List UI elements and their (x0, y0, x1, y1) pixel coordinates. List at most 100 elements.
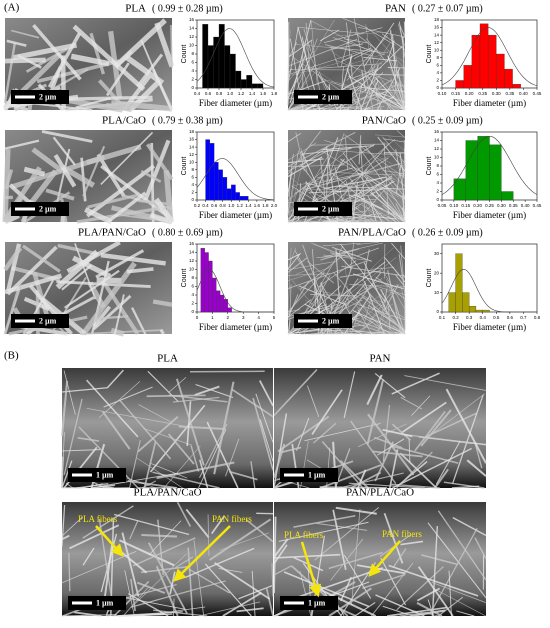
fiber (150, 462, 188, 479)
fiber (400, 396, 423, 410)
fiber (338, 472, 404, 489)
histogram-bar (251, 83, 258, 89)
fiber (288, 284, 292, 335)
fiber (120, 550, 148, 574)
fiber (287, 156, 323, 178)
fiber (352, 310, 406, 335)
fiber (186, 401, 192, 447)
fiber (310, 330, 333, 335)
fiber (299, 250, 349, 290)
fiber (305, 22, 311, 73)
scale-bar-label: 1 µm (308, 598, 326, 607)
fiber (308, 63, 382, 70)
fiber (367, 413, 415, 476)
x-tick-label: 0.2 (452, 315, 459, 320)
x-tick-label: 3 (242, 315, 245, 320)
fiber (207, 514, 210, 557)
fiber (140, 169, 162, 183)
fiber (351, 509, 361, 605)
x-tick-label: 0.6 (507, 315, 514, 320)
fiber (123, 597, 186, 610)
fiber (310, 328, 339, 335)
histogram-bar (222, 177, 228, 201)
y-axis-label: Count (426, 45, 433, 64)
x-axis-label: Fiber diameter (µm) (453, 98, 526, 108)
y-axis-label: Count (181, 157, 188, 176)
fiber (369, 191, 406, 223)
y-tick-label: 14 (434, 138, 440, 143)
fiber (6, 39, 27, 47)
fiber (445, 388, 487, 464)
fit-curve (196, 158, 275, 201)
fiber (287, 106, 360, 111)
fiber (339, 459, 369, 489)
fiber (283, 571, 370, 608)
fiber (147, 542, 188, 614)
histogram-bar (219, 294, 225, 313)
x-tick-label: 0.25 (485, 203, 494, 208)
fiber (149, 404, 206, 473)
fiber (143, 139, 171, 202)
fiber (399, 452, 438, 489)
fiber (356, 291, 406, 319)
fiber (129, 520, 139, 540)
fiber (345, 137, 349, 171)
scale-bar-label: 2 µm (39, 92, 57, 101)
fiber (176, 501, 192, 527)
histogram-bar (216, 290, 221, 313)
scale-bar-label: 2 µm (322, 316, 340, 325)
fiber (328, 587, 372, 617)
scale-bar-box (294, 314, 352, 328)
fiber (434, 468, 449, 489)
fiber (62, 608, 81, 617)
fiber (384, 284, 399, 311)
fiber (287, 106, 310, 111)
histogram-bar (204, 252, 209, 313)
x-tick-label: 0.35 (505, 91, 514, 96)
fiber (287, 29, 291, 97)
fiber (380, 289, 406, 335)
fiber (380, 266, 406, 310)
y-tick-label: 0 (191, 85, 194, 90)
fiber (287, 294, 299, 319)
histogram-bar (496, 53, 505, 89)
x-tick-label: 1.6 (260, 91, 267, 96)
fiber (152, 471, 220, 489)
x-axis-label: Fiber diameter (µm) (199, 98, 272, 108)
fiber (354, 602, 376, 617)
y-tick-label: 10 (434, 290, 440, 295)
histogram-bar (504, 68, 513, 89)
fiber (414, 410, 446, 452)
annotation: PAN fibers (382, 529, 422, 539)
y-axis-label: Count (181, 45, 188, 64)
histogram-bar (468, 306, 477, 313)
fit-curve (196, 28, 275, 88)
fiber (287, 132, 356, 167)
fiber (86, 379, 139, 438)
y-tick-label: 18 (189, 129, 195, 134)
fiber (155, 565, 179, 617)
fiber (101, 410, 131, 450)
fiber (70, 53, 110, 67)
fiber (194, 385, 220, 396)
x-axis-label: Fiber diameter (µm) (199, 322, 272, 332)
fiber (273, 443, 286, 479)
fiber (363, 286, 406, 335)
fiber (291, 56, 369, 111)
fiber (124, 54, 165, 86)
fit-curve (441, 27, 538, 87)
fiber (175, 378, 205, 466)
fiber (53, 154, 77, 188)
fiber (369, 96, 406, 111)
fiber (398, 21, 406, 58)
fiber (114, 513, 190, 536)
y-tick-label: 2 (436, 78, 439, 83)
histogram-bar (229, 53, 236, 89)
fiber (124, 570, 135, 616)
scale-bar-box (11, 314, 69, 328)
histogram-bar (235, 192, 240, 201)
fiber (61, 551, 137, 584)
x-tick-label: 0.40 (521, 203, 530, 208)
x-tick-label: 1.4 (249, 91, 256, 96)
fiber (157, 519, 164, 575)
